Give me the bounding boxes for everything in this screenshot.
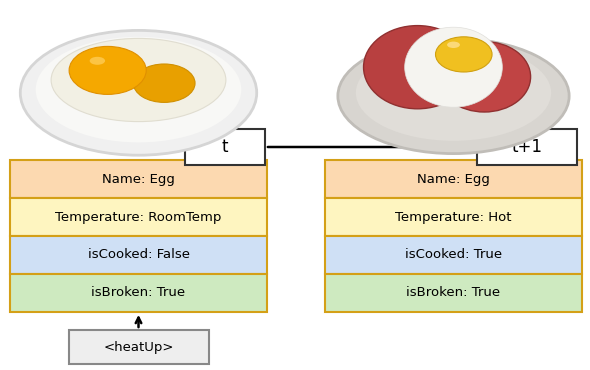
- Text: Name: Egg: Name: Egg: [417, 172, 490, 185]
- Ellipse shape: [36, 37, 241, 142]
- Text: Name: Egg: Name: Egg: [102, 172, 175, 185]
- Text: Temperature: Hot: Temperature: Hot: [395, 211, 512, 223]
- Text: isCooked: True: isCooked: True: [405, 249, 502, 262]
- Bar: [325, 198, 582, 236]
- Text: t+1: t+1: [512, 138, 542, 156]
- Text: isBroken: True: isBroken: True: [407, 286, 500, 299]
- Ellipse shape: [20, 30, 257, 155]
- Bar: [10, 160, 267, 198]
- Text: <heatUp>: <heatUp>: [103, 340, 173, 353]
- Text: isBroken: True: isBroken: True: [91, 286, 186, 299]
- Bar: [10, 236, 267, 274]
- Bar: [10, 198, 267, 236]
- Bar: [10, 274, 267, 312]
- Ellipse shape: [356, 45, 551, 141]
- Ellipse shape: [51, 38, 226, 122]
- Ellipse shape: [133, 64, 195, 102]
- Text: isCooked: False: isCooked: False: [87, 249, 189, 262]
- Ellipse shape: [435, 37, 492, 72]
- Ellipse shape: [69, 46, 146, 94]
- Bar: [185, 129, 265, 165]
- Bar: [68, 330, 208, 364]
- Bar: [325, 160, 582, 198]
- Text: Temperature: RoomTemp: Temperature: RoomTemp: [55, 211, 222, 223]
- Ellipse shape: [405, 27, 502, 107]
- Ellipse shape: [438, 41, 530, 112]
- Ellipse shape: [90, 57, 105, 65]
- Text: t: t: [222, 138, 228, 156]
- Ellipse shape: [338, 38, 569, 154]
- Bar: [325, 274, 582, 312]
- Bar: [477, 129, 577, 165]
- Bar: [325, 236, 582, 274]
- Ellipse shape: [363, 26, 471, 109]
- Ellipse shape: [447, 41, 460, 48]
